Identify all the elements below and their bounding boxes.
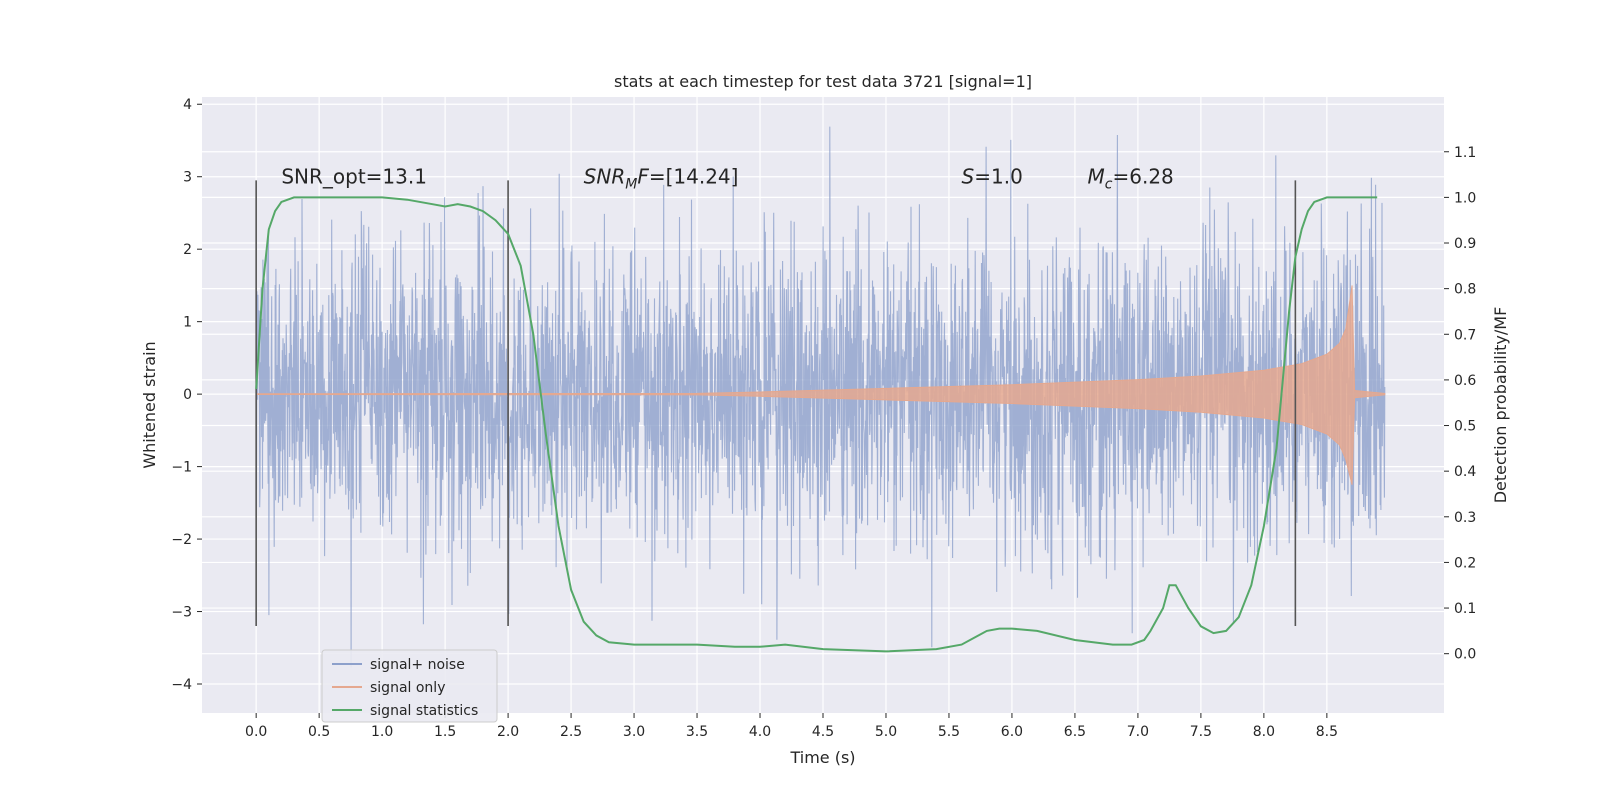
- annotation: SNRMF=[14.24]: [584, 165, 739, 193]
- x-tick-label: 2.5: [560, 724, 582, 740]
- y-tick-label: 1: [183, 315, 192, 331]
- x-tick-label: 5.5: [938, 724, 960, 740]
- annotation: Mc=6.28: [1088, 165, 1174, 193]
- legend: signal+ noise signal only signal statistic…: [321, 649, 498, 723]
- y-right-tick-label: 1.1: [1454, 145, 1476, 161]
- y-tick-label: −1: [171, 460, 192, 476]
- legend-label: signal only: [370, 680, 445, 696]
- y-right-tick-label: 0.3: [1454, 510, 1476, 526]
- y-axis-right-title: Detection probability/MF: [1491, 307, 1510, 504]
- x-tick-label: 3.5: [686, 724, 708, 740]
- y-right-tick-label: 0.5: [1454, 419, 1476, 435]
- y-tick-label: −4: [171, 677, 192, 693]
- y-right-tick-label: 0.4: [1454, 464, 1476, 480]
- chart-title: stats at each timestep for test data 372…: [614, 72, 1032, 91]
- axes: 0.0 0.5 1.0 1.5 2.0 2.5 3.0 3.5 4.0 4.5 5.0 5.5 6.0 6…: [171, 97, 1476, 740]
- x-tick-label: 7.0: [1127, 724, 1149, 740]
- y-tick-label: 0: [183, 387, 192, 403]
- y-right-tick-label: 0.7: [1454, 327, 1476, 343]
- y-right-tick-label: 0.9: [1454, 236, 1476, 252]
- y-right-tick-label: 0.8: [1454, 282, 1476, 298]
- x-tick-label: 6.5: [1064, 724, 1086, 740]
- y-right-tick-label: 0.0: [1454, 647, 1476, 663]
- series-signal-only: [255, 285, 1386, 485]
- y-right-tick-label: 0.6: [1454, 373, 1476, 389]
- y-right-tick-label: 0.1: [1454, 601, 1476, 617]
- y-right-tick-label: 0.2: [1454, 555, 1476, 571]
- x-tick-label: 6.0: [1001, 724, 1023, 740]
- legend-label: signal statistics: [370, 703, 478, 719]
- series-line-signal-noise: [255, 126, 1386, 668]
- y-tick-label: 3: [183, 170, 192, 186]
- y-tick-label: 4: [183, 97, 192, 113]
- series-signal-statistics: [255, 196, 1378, 653]
- x-tick-label: 5.0: [875, 724, 897, 740]
- y-tick-label: −2: [171, 532, 192, 548]
- x-tick-label: 8.0: [1253, 724, 1275, 740]
- series-signal-noise: [255, 126, 1386, 668]
- x-tick-label: 1.5: [434, 724, 456, 740]
- series-area-signal-only: [255, 285, 1386, 485]
- y-right-tick-label: 1.0: [1454, 190, 1476, 206]
- x-tick-label: 4.5: [812, 724, 834, 740]
- x-tick-label: 0.5: [308, 724, 330, 740]
- x-tick-label: 8.5: [1316, 724, 1338, 740]
- annotation: S=1.0: [962, 165, 1023, 189]
- x-tick-label: 3.0: [623, 724, 645, 740]
- y-tick-label: 2: [183, 242, 192, 258]
- x-tick-label: 1.0: [371, 724, 393, 740]
- legend-label: signal+ noise: [370, 657, 465, 673]
- legend-box: [321, 649, 498, 723]
- y-tick-label: −3: [171, 605, 192, 621]
- x-tick-label: 7.5: [1190, 724, 1212, 740]
- annotation: SNR_opt=13.1: [281, 165, 427, 189]
- series-line-signal-statistics: [255, 196, 1378, 653]
- y-axis-title: Whitened strain: [140, 341, 159, 468]
- x-tick-label: 0.0: [245, 724, 267, 740]
- annotations: SNR_opt=13.1 SNRMF=[14.24] S=1.0 Mc=6.28: [281, 165, 1173, 193]
- x-axis-title: Time (s): [789, 748, 855, 767]
- x-tick-label: 4.0: [749, 724, 771, 740]
- x-tick-label: 2.0: [497, 724, 519, 740]
